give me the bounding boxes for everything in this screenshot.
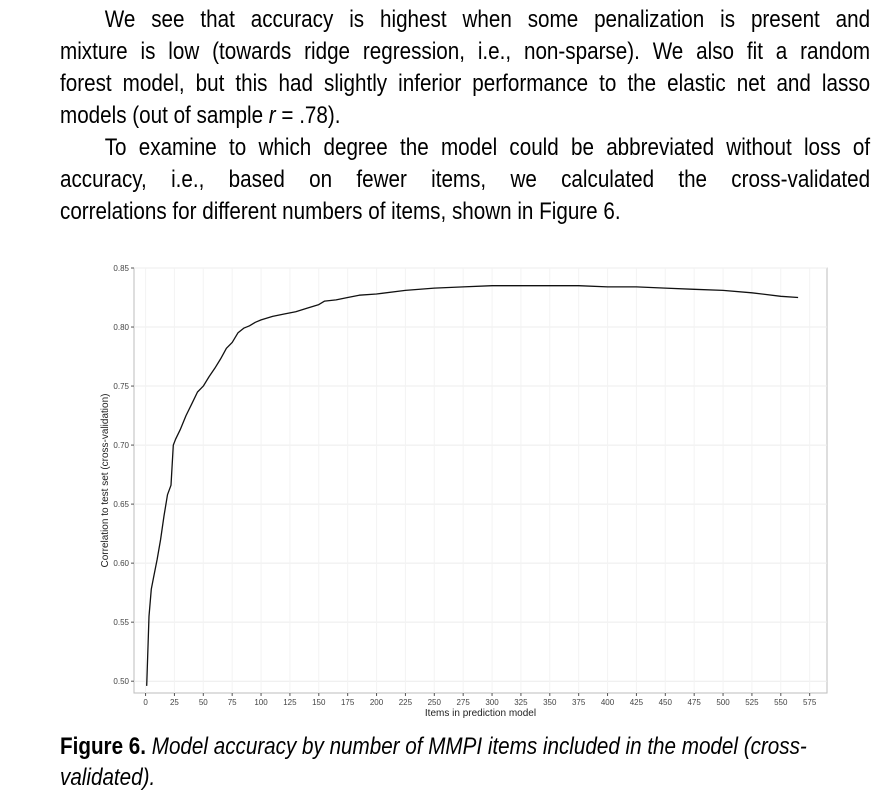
y-tick-label: 0.80 xyxy=(113,323,129,332)
p1-line-1: We see that accuracy is highest when som… xyxy=(104,6,871,33)
x-tick-label: 250 xyxy=(428,698,442,707)
paragraph-1: We see that accuracy is highest when som… xyxy=(60,4,870,132)
caption-text: Model accuracy by number of MMPI items i… xyxy=(60,733,807,791)
x-tick-label: 475 xyxy=(687,698,701,707)
y-tick-label: 0.70 xyxy=(113,441,129,450)
x-tick-label: 225 xyxy=(399,698,413,707)
x-tick-label: 50 xyxy=(199,698,208,707)
x-tick-label: 325 xyxy=(514,698,528,707)
p1-line-4-italic: r xyxy=(268,102,276,129)
x-tick-label: 125 xyxy=(283,698,297,707)
p1-line-3: forest model, but this had slightly infe… xyxy=(60,70,871,97)
y-tick-label: 0.65 xyxy=(113,500,129,509)
x-tick-label: 450 xyxy=(659,698,673,707)
x-tick-label: 525 xyxy=(745,698,759,707)
x-tick-label: 425 xyxy=(630,698,644,707)
y-tick-label: 0.55 xyxy=(113,618,129,627)
y-axis-title: Correlation to test set (cross-validatio… xyxy=(100,394,111,568)
y-tick-label: 0.85 xyxy=(113,264,129,273)
x-tick-label: 300 xyxy=(485,698,499,707)
x-tick-label: 575 xyxy=(803,698,817,707)
y-tick-label: 0.50 xyxy=(113,677,129,686)
p1-line-4-prefix: models (out of sample xyxy=(60,102,269,129)
x-tick-label: 175 xyxy=(341,698,355,707)
x-tick-label: 350 xyxy=(543,698,557,707)
x-tick-label: 275 xyxy=(456,698,470,707)
x-tick-label: 100 xyxy=(254,698,268,707)
x-tick-label: 25 xyxy=(170,698,179,707)
x-tick-label: 550 xyxy=(774,698,788,707)
p2-line-2: accuracy, i.e., based on fewer items, we… xyxy=(60,166,871,193)
y-tick-label: 0.75 xyxy=(113,382,129,391)
p2-line-1: To examine to which degree the model cou… xyxy=(104,134,871,161)
x-tick-label: 400 xyxy=(601,698,615,707)
x-axis-title: Items in prediction model xyxy=(425,708,536,719)
p2-line-3: correlations for different numbers of it… xyxy=(60,198,621,225)
paragraph-2: To examine to which degree the model cou… xyxy=(60,132,870,228)
y-tick-label: 0.60 xyxy=(113,559,129,568)
caption-label: Figure 6. xyxy=(60,733,147,760)
accuracy-line-chart: 0.50 0.55 0.60 0.65 0.70 0.75 0.80 0.85 0 25 50 75 1… xyxy=(100,264,828,719)
p1-line-4-suffix: = .78). xyxy=(275,102,341,129)
x-tick-label: 0 xyxy=(143,698,148,707)
series-line xyxy=(146,285,799,686)
x-tick-label: 375 xyxy=(572,698,586,707)
x-tick-label: 150 xyxy=(312,698,326,707)
x-tick-label: 500 xyxy=(716,698,730,707)
figure-caption: Figure 6. Model accuracy by number of MM… xyxy=(60,731,870,793)
p1-line-2: mixture is low (towards ridge regression… xyxy=(60,38,871,65)
x-tick-label: 200 xyxy=(370,698,384,707)
x-tick-label: 75 xyxy=(228,698,237,707)
